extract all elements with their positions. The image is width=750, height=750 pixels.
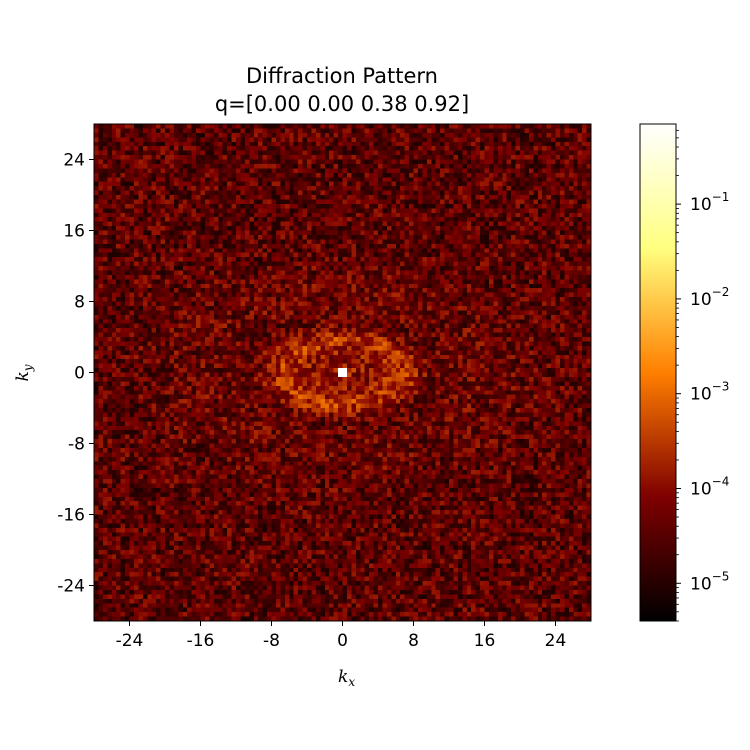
- y-tick-label: 8: [74, 293, 85, 313]
- y-axis-label: ky: [13, 364, 35, 381]
- heatmap-area: [93, 123, 592, 622]
- colorbar-tick-label: 10−1: [690, 190, 729, 215]
- x-axis-label-base: k: [338, 667, 348, 687]
- colorbar: 10−110−210−310−410−5: [639, 123, 729, 622]
- colorbar-tick-base: 10: [690, 385, 712, 405]
- colorbar-tick-label: 10−5: [690, 569, 729, 594]
- colorbar-tick-base: 10: [690, 574, 712, 594]
- y-tick-label: -8: [68, 435, 85, 455]
- colorbar-tick-exp: −2: [712, 285, 730, 299]
- colorbar-tick-exp: −4: [712, 474, 730, 488]
- x-axis-ticks: -24 -16 -8 0 8 16 24: [116, 621, 567, 651]
- y-tick-label: 24: [63, 151, 85, 171]
- x-tick-label: 0: [337, 631, 348, 651]
- y-tick-label: -16: [57, 506, 85, 526]
- x-tick-label: -16: [187, 631, 215, 651]
- chart-subtitle: q=[0.00 0.00 0.38 0.92]: [215, 92, 469, 116]
- x-tick-label: -24: [116, 631, 144, 651]
- x-tick-label: 16: [474, 631, 496, 651]
- colorbar-tick-base: 10: [690, 290, 712, 310]
- x-tick-label: 8: [408, 631, 419, 651]
- colorbar-tick-exp: −1: [712, 190, 730, 204]
- colorbar-tick-exp: −5: [712, 569, 730, 583]
- colorbar-ticks: 10−110−210−310−410−5: [676, 190, 729, 594]
- y-axis-label-base: k: [13, 371, 33, 381]
- colorbar-tick-exp: −3: [712, 380, 730, 394]
- colorbar-tick-label: 10−2: [690, 285, 729, 310]
- y-axis-ticks: 24 16 8 0 -8 -16 -24: [57, 151, 94, 597]
- x-axis-label: kx: [338, 667, 355, 689]
- colorbar-minor-ticks: [676, 129, 679, 622]
- chart-title: Diffraction Pattern: [246, 64, 438, 88]
- x-tick-label: 24: [545, 631, 567, 651]
- colorbar-gradient: [639, 123, 677, 622]
- colorbar-tick-label: 10−3: [690, 380, 729, 405]
- y-tick-label: 0: [74, 364, 85, 384]
- colorbar-tick-base: 10: [690, 195, 712, 215]
- colorbar-tick-base: 10: [690, 479, 712, 499]
- colorbar-tick-label: 10−4: [690, 474, 729, 499]
- x-axis-label-sub: x: [348, 675, 355, 689]
- diffraction-heatmap: [94, 124, 591, 621]
- y-tick-label: 16: [63, 222, 85, 242]
- y-axis-label-sub: y: [21, 364, 35, 372]
- x-tick-label: -8: [263, 631, 280, 651]
- y-tick-label: -24: [57, 577, 85, 597]
